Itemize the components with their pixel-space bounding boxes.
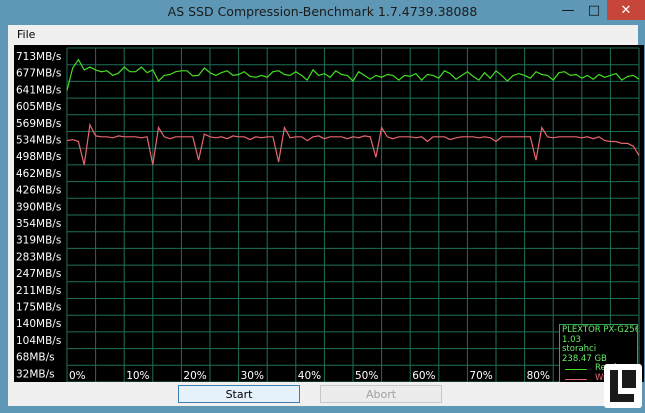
chart-svg: 713MB/s 677MB/s 641MB/s 605MB/s 569MB/s 534MB… xyxy=(14,45,644,382)
close-icon: ✕ xyxy=(620,2,632,18)
chart-series xyxy=(66,58,640,165)
y-tick-label: 247MB/s xyxy=(16,268,61,280)
y-tick-label: 354MB/s xyxy=(16,218,61,230)
chart-background xyxy=(14,45,644,382)
x-axis-labels: 0% 10% 20% 30% 40% 50% 60% 70% 80% xyxy=(69,370,550,382)
y-tick-label: 641MB/s xyxy=(16,84,61,96)
y-tick-label: 534MB/s xyxy=(16,135,61,147)
window-title: AS SSD Compression-Benchmark 1.7.4739.38… xyxy=(167,4,478,19)
x-tick-label: 20% xyxy=(183,370,206,382)
watermark-logo xyxy=(604,364,642,408)
x-tick-label: 30% xyxy=(241,370,264,382)
maximize-icon: □ xyxy=(587,2,601,18)
chart-grid xyxy=(66,47,640,382)
start-button[interactable]: Start xyxy=(178,385,300,403)
device-firmware: 1.03 xyxy=(562,334,581,345)
y-tick-label: 68MB/s xyxy=(16,352,55,364)
legend-read-swatch xyxy=(565,369,587,370)
button-bar: Start Abort xyxy=(8,383,638,405)
y-tick-label: 104MB/s xyxy=(16,335,61,347)
y-tick-label: 175MB/s xyxy=(16,302,61,314)
device-name: PLEXTOR PX-G256 xyxy=(562,325,638,335)
y-tick-label: 677MB/s xyxy=(16,68,61,80)
y-tick-label: 140MB/s xyxy=(16,318,61,330)
x-tick-label: 70% xyxy=(469,370,492,382)
y-tick-label: 498MB/s xyxy=(16,151,61,163)
device-driver: storahci xyxy=(562,344,597,354)
abort-button[interactable]: Abort xyxy=(320,385,442,403)
benchmark-chart: 713MB/s 677MB/s 641MB/s 605MB/s 569MB/s 534MB… xyxy=(14,45,644,382)
device-size: 238.47 GB xyxy=(562,353,607,364)
x-tick-label: 50% xyxy=(355,370,378,382)
y-tick-label: 462MB/s xyxy=(16,168,61,180)
y-axis-labels: 713MB/s 677MB/s 641MB/s 605MB/s 569MB/s 534MB… xyxy=(16,51,61,380)
series-line-read xyxy=(66,58,640,91)
y-tick-label: 713MB/s xyxy=(16,51,61,63)
y-tick-label: 569MB/s xyxy=(16,118,61,130)
legend-write-swatch xyxy=(565,378,587,380)
x-tick-label: 80% xyxy=(527,370,550,382)
y-tick-label: 283MB/s xyxy=(16,251,61,263)
series-line-write xyxy=(66,122,640,165)
y-tick-label: 32MB/s xyxy=(16,368,55,380)
x-tick-label: 60% xyxy=(412,370,435,382)
minimize-button[interactable]: — xyxy=(555,0,581,20)
client-area: File 713MB/s 677MB/s 641MB/s 605MB/s 569MB/s… xyxy=(8,25,644,406)
x-tick-label: 40% xyxy=(298,370,321,382)
x-tick-label: 10% xyxy=(126,370,149,382)
y-tick-label: 390MB/s xyxy=(16,201,61,213)
maximize-button[interactable]: □ xyxy=(581,0,607,20)
title-bar[interactable]: AS SSD Compression-Benchmark 1.7.4739.38… xyxy=(0,0,645,24)
x-tick-label: 0% xyxy=(69,370,86,382)
menu-bar: File xyxy=(8,25,638,43)
minimize-icon: — xyxy=(561,2,575,18)
y-tick-label: 605MB/s xyxy=(16,101,61,113)
y-tick-label: 319MB/s xyxy=(16,235,61,247)
y-tick-label: 426MB/s xyxy=(16,185,61,197)
menu-file[interactable]: File xyxy=(17,28,36,41)
close-button[interactable]: ✕ xyxy=(607,0,645,20)
y-tick-label: 211MB/s xyxy=(16,285,61,297)
